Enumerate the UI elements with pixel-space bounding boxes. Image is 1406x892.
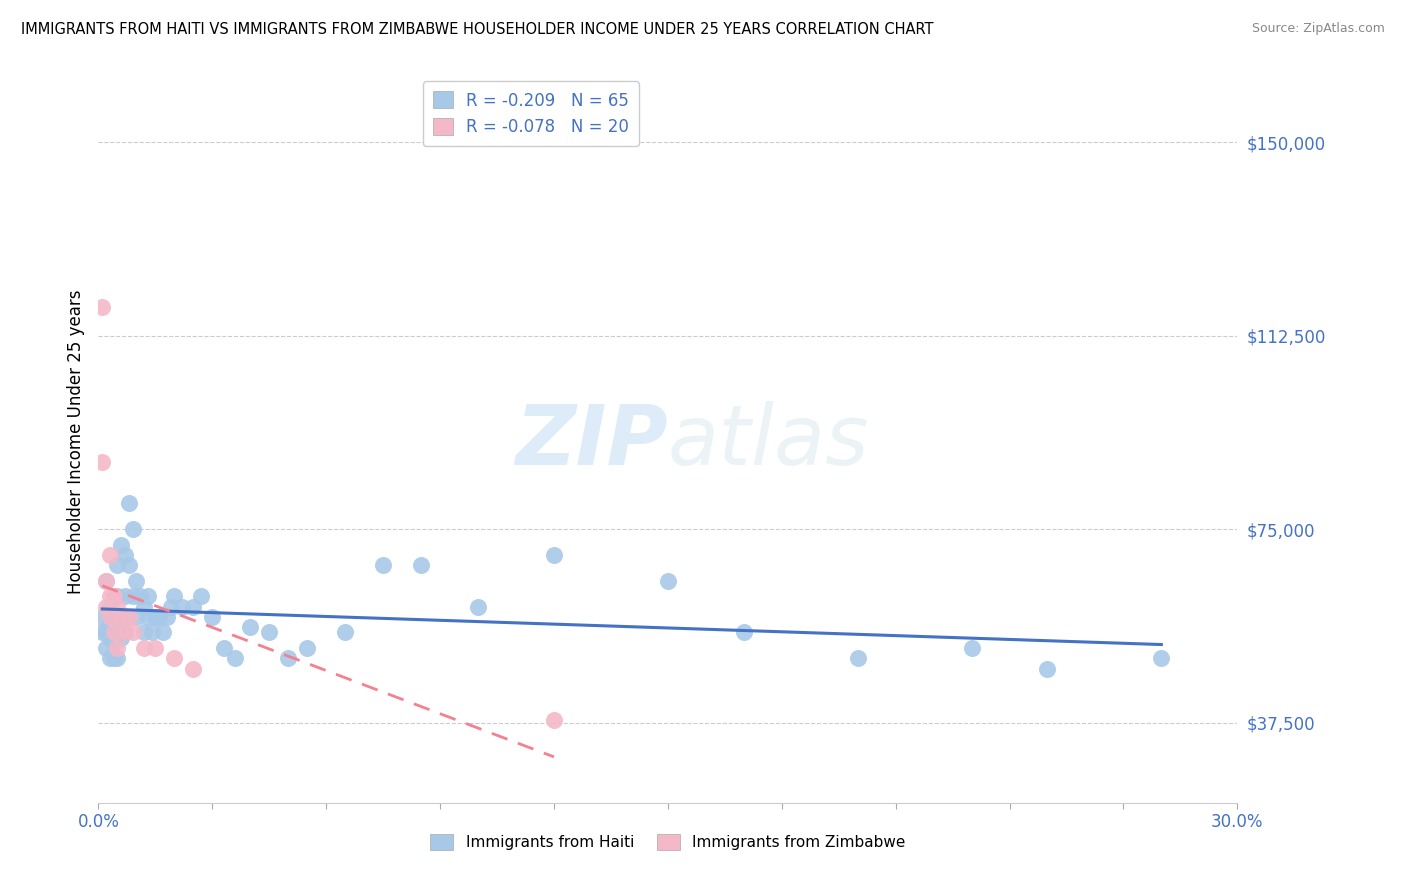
Point	[98, 651, 121, 665]
Point	[94, 640, 117, 655]
Point	[94, 574, 117, 588]
Point	[103, 636, 125, 650]
Point	[91, 301, 114, 315]
Point	[91, 625, 114, 640]
Point	[121, 590, 143, 604]
Point	[94, 625, 117, 640]
Point	[467, 599, 489, 614]
Point	[103, 625, 125, 640]
Point	[103, 610, 125, 624]
Legend: Immigrants from Haiti, Immigrants from Zimbabwe: Immigrants from Haiti, Immigrants from Z…	[425, 829, 911, 856]
Text: atlas: atlas	[668, 401, 869, 482]
Point	[132, 640, 155, 655]
Point	[156, 610, 179, 624]
Point	[152, 625, 174, 640]
Point	[846, 651, 869, 665]
Point	[98, 615, 121, 630]
Point	[94, 599, 117, 614]
Point	[411, 558, 433, 573]
Point	[118, 558, 141, 573]
Point	[190, 590, 212, 604]
Point	[107, 640, 129, 655]
Point	[103, 625, 125, 640]
Point	[183, 662, 205, 676]
Point	[657, 574, 679, 588]
Point	[121, 522, 143, 536]
Point	[259, 625, 281, 640]
Point	[201, 610, 224, 624]
Point	[125, 610, 148, 624]
Point	[110, 610, 132, 624]
Point	[224, 651, 246, 665]
Point	[183, 599, 205, 614]
Point	[121, 625, 143, 640]
Point	[239, 620, 262, 634]
Point	[159, 599, 181, 614]
Point	[141, 625, 163, 640]
Point	[107, 625, 129, 640]
Text: IMMIGRANTS FROM HAITI VS IMMIGRANTS FROM ZIMBABWE HOUSEHOLDER INCOME UNDER 25 YE: IMMIGRANTS FROM HAITI VS IMMIGRANTS FROM…	[21, 22, 934, 37]
Point	[163, 590, 186, 604]
Point	[212, 640, 235, 655]
Point	[1150, 651, 1173, 665]
Point	[107, 558, 129, 573]
Point	[136, 610, 159, 624]
Point	[114, 625, 136, 640]
Point	[98, 590, 121, 604]
Point	[118, 496, 141, 510]
Point	[94, 574, 117, 588]
Point	[114, 625, 136, 640]
Point	[132, 625, 155, 640]
Point	[91, 455, 114, 469]
Point	[107, 610, 129, 624]
Point	[163, 651, 186, 665]
Point	[107, 599, 129, 614]
Point	[170, 599, 193, 614]
Point	[103, 590, 125, 604]
Point	[107, 590, 129, 604]
Point	[98, 599, 121, 614]
Point	[110, 538, 132, 552]
Point	[91, 610, 114, 624]
Point	[145, 610, 167, 624]
Point	[114, 548, 136, 562]
Point	[543, 548, 565, 562]
Point	[118, 610, 141, 624]
Point	[110, 610, 132, 624]
Point	[98, 548, 121, 562]
Point	[98, 610, 121, 624]
Point	[114, 590, 136, 604]
Point	[371, 558, 394, 573]
Point	[148, 610, 170, 624]
Point	[129, 590, 152, 604]
Text: ZIP: ZIP	[515, 401, 668, 482]
Point	[1036, 662, 1059, 676]
Point	[103, 590, 125, 604]
Point	[118, 610, 141, 624]
Y-axis label: Householder Income Under 25 years: Householder Income Under 25 years	[66, 289, 84, 594]
Point	[297, 640, 319, 655]
Point	[335, 625, 357, 640]
Point	[103, 651, 125, 665]
Point	[145, 640, 167, 655]
Point	[960, 640, 983, 655]
Point	[107, 651, 129, 665]
Text: Source: ZipAtlas.com: Source: ZipAtlas.com	[1251, 22, 1385, 36]
Point	[132, 599, 155, 614]
Point	[277, 651, 299, 665]
Point	[733, 625, 755, 640]
Point	[98, 631, 121, 645]
Point	[110, 631, 132, 645]
Point	[125, 574, 148, 588]
Point	[136, 590, 159, 604]
Point	[543, 713, 565, 727]
